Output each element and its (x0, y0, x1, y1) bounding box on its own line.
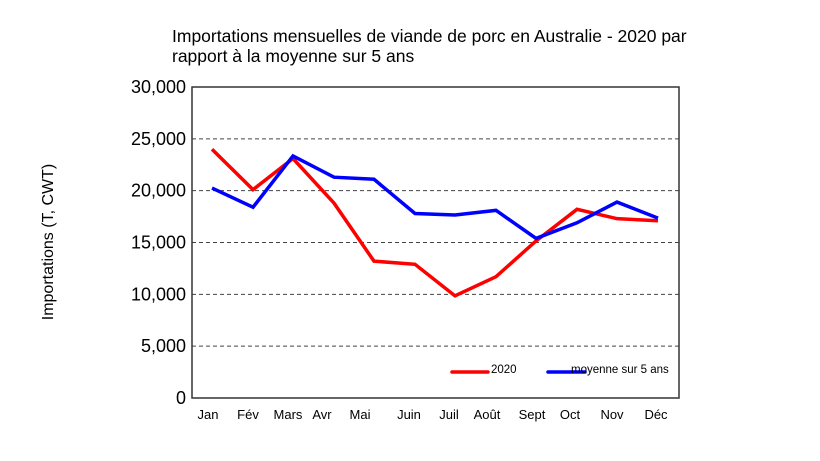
x-tick-label: Oct (560, 407, 581, 422)
x-tick-label: Sept (519, 407, 546, 422)
y-tick-label: 25,000 (131, 129, 186, 149)
x-tick-label: Mai (350, 407, 371, 422)
series-line-1 (211, 153, 659, 241)
y-axis-label: Importations (T, CWT) (40, 164, 57, 320)
x-tick-label: Fév (237, 407, 259, 422)
x-tick-label: Mars (274, 407, 303, 422)
chart-title: Importations mensuelles de viande de por… (172, 26, 687, 66)
y-tick-label: 15,000 (131, 233, 186, 253)
x-tick-label: Nov (600, 407, 624, 422)
y-tick-label: 30,000 (131, 77, 186, 97)
legend-label-0: 2020 (491, 364, 517, 376)
y-tick-label: 0 (176, 388, 186, 408)
y-tick-label: 10,000 (131, 284, 186, 304)
y-tick-label: 20,000 (131, 181, 186, 201)
plot-frame (191, 86, 680, 399)
y-tick-label: 5,000 (141, 336, 186, 356)
x-tick-label: Jan (198, 407, 219, 422)
x-tick-label: Juin (397, 407, 421, 422)
chart-title-line-1: Importations mensuelles de viande de por… (172, 26, 687, 46)
x-tick-label: Août (474, 407, 501, 422)
x-tick-label: Juil (439, 407, 459, 422)
chart-title-line-2: rapport à la moyenne sur 5 ans (172, 46, 415, 66)
x-tick-label: Avr (312, 407, 332, 422)
legend-label-1: moyenne sur 5 ans (571, 364, 669, 376)
x-tick-label: Déc (644, 407, 668, 422)
